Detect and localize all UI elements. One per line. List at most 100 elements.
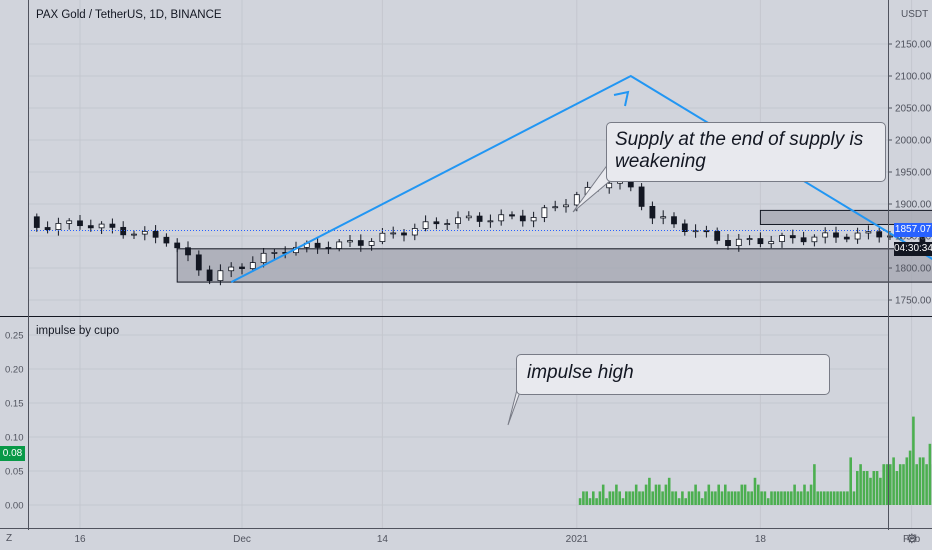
impulse-bar — [582, 491, 585, 505]
impulse-bar — [641, 491, 645, 505]
countdown-badge: 04:30:34 — [894, 242, 932, 256]
impulse-bar — [799, 491, 803, 505]
impulse-histogram — [578, 416, 932, 505]
trend-arrow-head — [613, 90, 630, 107]
candle-body — [822, 232, 829, 238]
impulse-bar — [710, 491, 714, 505]
impulse-bar — [885, 464, 889, 505]
trend-line — [230, 74, 932, 283]
candle-body — [33, 216, 40, 228]
impulse-bar — [786, 491, 790, 505]
impulse-bar — [621, 498, 625, 505]
impulse-bar — [882, 464, 885, 505]
last-price-badge: 1857.07 — [894, 223, 932, 237]
impulse-bar — [733, 491, 737, 505]
impulse-bar — [628, 491, 631, 505]
candle-body — [563, 204, 569, 208]
time-tick-label: Dec — [233, 534, 251, 545]
candle-body — [519, 215, 526, 222]
impulse-bar — [790, 491, 793, 505]
impulse-bar — [578, 498, 582, 505]
impulse-bar — [608, 491, 612, 505]
symbol-title[interactable]: PAX Gold / TetherUS, 1D, BINANCE — [36, 9, 222, 21]
indicator-tick-label: 0.10 — [5, 433, 24, 444]
impulse-bar — [654, 484, 658, 505]
candle-body — [120, 226, 127, 236]
impulse-bar — [694, 484, 697, 505]
candle-body — [163, 236, 170, 244]
impulse-bar — [826, 491, 829, 505]
impulse-bar — [763, 491, 767, 505]
candle-body — [854, 232, 861, 240]
candle-body — [66, 220, 73, 224]
impulse-bar — [813, 464, 816, 505]
impulse-bar — [902, 464, 905, 505]
candle-body — [606, 182, 613, 189]
impulse-bar — [644, 484, 648, 505]
candle-body — [141, 230, 148, 235]
impulse-bar — [766, 498, 770, 505]
candle-body — [725, 240, 731, 247]
price-tick-label: 1950.00 — [895, 168, 932, 179]
impulse-bar — [667, 477, 671, 505]
impulse-bar — [816, 491, 819, 505]
indicator-value-badge: 0.08 — [0, 446, 25, 461]
impulse-bar — [747, 491, 750, 505]
impulse-bar — [664, 484, 668, 505]
impulse-bar — [895, 471, 899, 505]
impulse-bar — [743, 484, 747, 505]
impulse-callout[interactable]: impulse high — [516, 354, 830, 395]
candle-body — [746, 238, 753, 240]
candle-body — [314, 242, 321, 248]
settings-gear-icon[interactable]: ⚙ — [906, 531, 918, 546]
impulse-bar — [588, 498, 592, 505]
price-tick-label: 2100.00 — [895, 72, 932, 83]
impulse-bar — [823, 491, 826, 505]
indicator-title[interactable]: impulse by cupo — [36, 325, 120, 337]
price-tick-label: 1900.00 — [895, 200, 932, 211]
impulse-bar — [687, 491, 691, 505]
impulse-bar — [727, 491, 730, 505]
trend-lines-layer[interactable] — [230, 74, 932, 283]
impulse-bar — [638, 491, 641, 505]
currency-label: USDT — [901, 9, 929, 20]
impulse-bar — [842, 491, 846, 505]
candle-body — [811, 236, 818, 243]
impulse-bar — [918, 457, 922, 505]
impulse-bar — [691, 491, 694, 505]
impulse-bar — [770, 491, 773, 505]
impulse-bar — [740, 484, 744, 505]
candle-body — [800, 237, 807, 243]
impulse-bar — [928, 443, 932, 505]
candle-body — [865, 231, 872, 234]
candle-body — [833, 232, 839, 238]
impulse-bar — [912, 416, 915, 505]
timezone-button[interactable]: Z — [6, 533, 13, 544]
impulse-bar — [872, 471, 876, 505]
candle-body — [692, 230, 699, 233]
candle-body — [195, 254, 202, 271]
time-tick-label: 14 — [377, 534, 389, 545]
impulse-bar — [605, 498, 608, 505]
impulse-bar — [753, 477, 757, 505]
candle-body — [152, 230, 159, 238]
candle-body — [660, 216, 667, 219]
impulse-bar — [889, 464, 892, 505]
candle-body — [714, 231, 721, 241]
candle-body — [411, 228, 418, 236]
impulse-bar — [803, 484, 806, 505]
candle-body — [174, 242, 181, 249]
candle-body — [476, 215, 483, 222]
candle-body — [185, 247, 191, 256]
impulse-bar — [859, 464, 862, 505]
impulse-bar — [634, 484, 638, 505]
zones-layer[interactable] — [176, 209, 932, 283]
candle-body — [368, 241, 375, 246]
impulse-bar — [829, 491, 833, 505]
impulse-bar — [684, 498, 687, 505]
impulse-bar — [796, 491, 800, 505]
impulse-bar — [737, 491, 740, 505]
supply-callout[interactable]: Supply at the end of supply is weakening — [606, 122, 886, 182]
impulse-bar — [780, 491, 783, 505]
